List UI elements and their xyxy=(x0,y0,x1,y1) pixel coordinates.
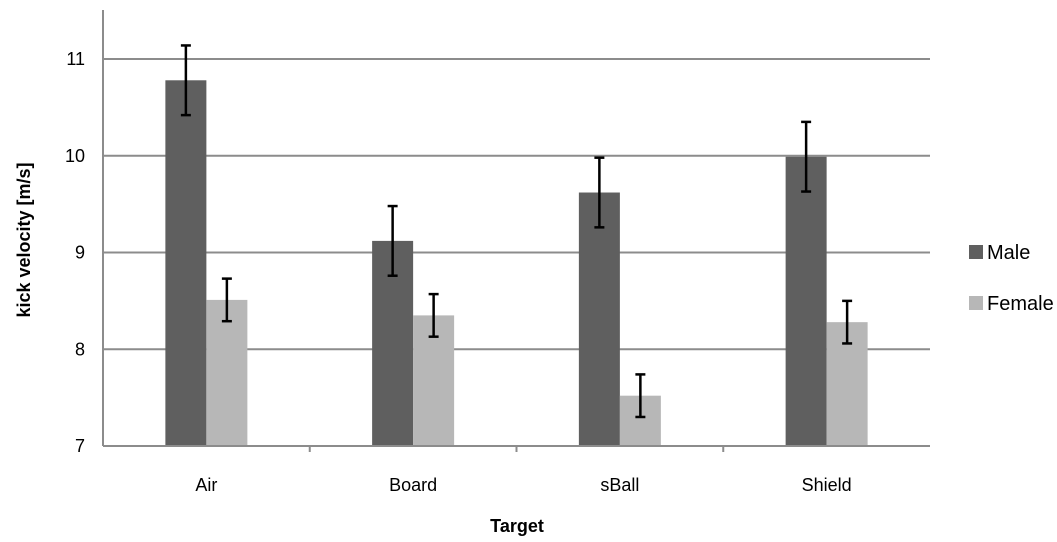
y-axis: 7 8 9 10 11 xyxy=(65,10,104,456)
legend-swatch-female xyxy=(969,296,983,310)
bar-male xyxy=(578,192,620,446)
bar-female xyxy=(206,299,248,446)
x-tick-label: Air xyxy=(195,475,217,495)
y-tick-label: 8 xyxy=(75,339,85,359)
y-tick-label: 10 xyxy=(65,146,85,166)
bars xyxy=(165,44,868,446)
y-tick-label: 9 xyxy=(75,243,85,263)
y-tick-label: 7 xyxy=(75,436,85,456)
legend-label-female: Female xyxy=(987,293,1054,315)
y-axis-title: kick velocity [m/s] xyxy=(14,162,34,317)
legend: Male Female xyxy=(969,242,1054,315)
x-tick-label: Shield xyxy=(802,475,852,495)
x-tick-label: Board xyxy=(389,475,437,495)
x-axis: Air Board sBall Shield xyxy=(103,445,930,495)
y-tick-label: 11 xyxy=(66,49,85,69)
legend-label-male: Male xyxy=(987,242,1030,264)
x-axis-title: Target xyxy=(490,516,544,536)
legend-swatch-male xyxy=(969,245,983,259)
x-tick-label: sBall xyxy=(600,475,639,495)
bar-male xyxy=(785,156,827,446)
bar-male xyxy=(165,80,207,446)
